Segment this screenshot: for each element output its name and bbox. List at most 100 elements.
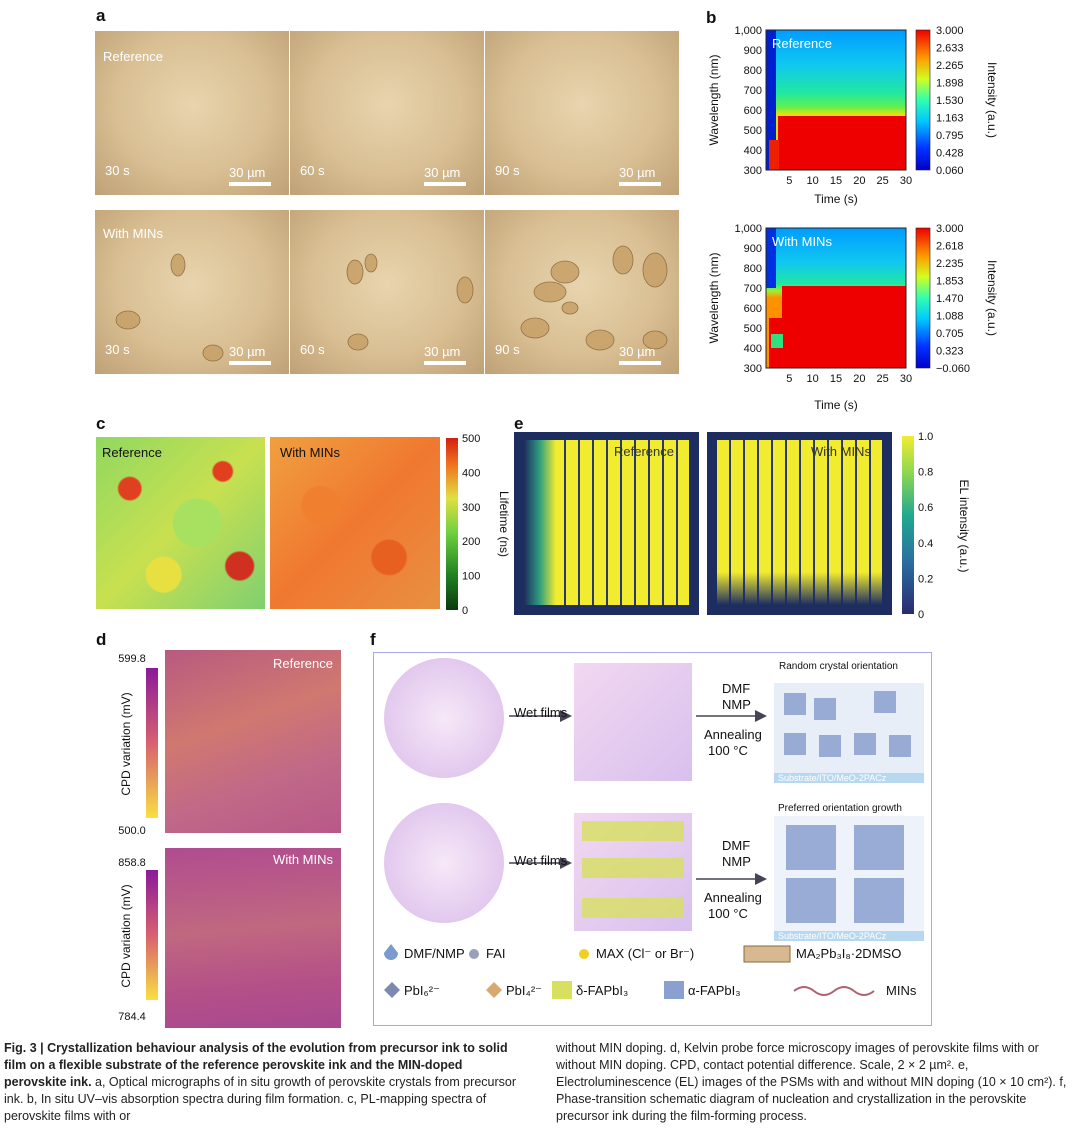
wet-film-reference	[574, 663, 692, 781]
legend-delta-fapbi3: δ-FAPbI₃	[576, 983, 629, 998]
panel-a-letter: a	[96, 6, 106, 25]
caption-title: Fig. 3 | Crystallization behaviour analy…	[4, 1041, 508, 1089]
time-label: 30 s	[105, 342, 130, 357]
scale-bar	[619, 361, 661, 365]
x-tick-label: 10	[807, 175, 819, 187]
dmf-label-2: DMF	[722, 838, 751, 853]
panel-e-letter: e	[514, 414, 524, 433]
random-orientation-label: Random crystal orientation	[779, 661, 898, 672]
time-label: 90 s	[495, 342, 520, 357]
x-tick-label: 25	[877, 373, 889, 385]
annealing-label-2: Annealing	[704, 890, 762, 905]
colorbar-tick-label: −0.060	[936, 363, 970, 375]
x-tick-label: 20	[853, 175, 865, 187]
schematic-panel: Wet films DMF NMP Annealing 100 °C Rando…	[373, 652, 932, 1026]
y-tick-label: 800	[744, 263, 762, 275]
temp-label-1: 100 °C	[708, 743, 748, 758]
caption-left-text: a, Optical micrographs of in situ growth…	[4, 1075, 517, 1123]
colorbar-tick-label: 0	[462, 605, 468, 617]
colorbar-tick-label: 2.633	[936, 43, 964, 55]
reference-label: Reference	[273, 656, 333, 671]
x-tick-label: 15	[830, 175, 842, 187]
cpd-mins-title: CPD variation (mV)	[119, 884, 133, 987]
reference-label: Reference	[102, 445, 162, 460]
time-label: 60 s	[300, 342, 325, 357]
cpd-ref-max: 599.8	[118, 653, 146, 665]
colorbar-tick-label: 0.8	[918, 467, 933, 479]
nmp-label-1: NMP	[722, 697, 751, 712]
panel-b-letter: b	[706, 8, 717, 27]
colorbar-tick-label: 1.853	[936, 276, 964, 288]
y-tick-label: 600	[744, 105, 762, 117]
colorbar-tick-label: 3.000	[936, 223, 964, 235]
y-tick-label: 400	[744, 343, 762, 355]
caption-left: Fig. 3 | Crystallization behaviour analy…	[4, 1040, 524, 1125]
wet-films-label-1: Wet films	[514, 705, 568, 720]
legend-max: MAX (Cl⁻ or Br⁻)	[596, 946, 695, 961]
colorbar-tick-label: 1.088	[936, 311, 964, 323]
pbi4-icon	[486, 982, 502, 998]
fai-icon	[469, 949, 479, 959]
y-tick-label: 1,000	[734, 25, 762, 37]
mins-label: With MINs	[772, 234, 832, 249]
micrograph-mins-30s: With MINs 30 s 30 µm	[95, 210, 289, 374]
precursor-circle-reference	[384, 658, 504, 778]
time-label: 60 s	[300, 163, 325, 178]
colorbar-tick-label: 100	[462, 571, 480, 583]
solvent-icon	[384, 944, 398, 960]
alpha-fapbi3-icon	[664, 981, 684, 999]
colorbar-tick-label: 1.470	[936, 293, 964, 305]
wet-films-label-2: Wet films	[514, 853, 568, 868]
scale-label: 30 µm	[424, 344, 461, 359]
x-tick-label: 5	[786, 373, 792, 385]
y-tick-label: 500	[744, 125, 762, 137]
legend-alpha-fapbi3: α-FAPbI₃	[688, 983, 741, 998]
caption-right: without MIN doping. d, Kelvin probe forc…	[556, 1041, 1067, 1123]
cpd-ref-title: CPD variation (mV)	[119, 692, 133, 795]
x-tick-label: 30	[900, 373, 912, 385]
colorbar-tick-label: 400	[462, 467, 480, 479]
uvvis-reference-chart: 1,000 900 800 700 600 500 400 300 5 10 15 20 25 30 3.0…	[707, 25, 999, 206]
y-tick-label: 800	[744, 65, 762, 77]
legend-ma2pb3i8: MA₂Pb₃I₈·2DMSO	[796, 946, 902, 961]
micrograph-reference-60s: 60 s 30 µm	[290, 31, 484, 195]
scale-bar	[424, 182, 466, 186]
legend-fai: FAI	[486, 946, 506, 961]
time-label: 90 s	[495, 163, 520, 178]
scale-bar	[229, 182, 271, 186]
substrate-label-1: Substrate/ITO/MeO-2PACz	[778, 773, 887, 783]
kpfm-mins: With MINs	[165, 848, 341, 1028]
cpd-mins-max: 858.8	[118, 857, 146, 869]
y-tick-label: 900	[744, 243, 762, 255]
reference-label: Reference	[103, 49, 163, 64]
y-tick-label: 900	[744, 45, 762, 57]
y-tick-label: 300	[744, 165, 762, 177]
uvvis-mins-chart: 1,000 900 800 700 600 500 400 300 5 10 15 20 25 30 3.0…	[707, 223, 999, 412]
colorbar-title: Lifetime (ns)	[497, 491, 510, 557]
y-tick-label: 700	[744, 85, 762, 97]
pbi6-icon	[384, 982, 400, 998]
kpfm-reference: Reference	[165, 650, 341, 833]
scale-bar	[229, 361, 271, 365]
colorbar-tick-label: 0.6	[918, 502, 933, 514]
y-tick-label: 1,000	[734, 223, 762, 235]
panel-c-letter: c	[96, 414, 106, 433]
colorbar-tick-label: 0.2	[918, 573, 933, 585]
scale-label: 30 µm	[229, 344, 266, 359]
colorbar-tick-label: 3.000	[936, 25, 964, 37]
mins-label: With MINs	[811, 444, 871, 459]
x-tick-label: 25	[877, 175, 889, 187]
scale-label: 30 µm	[229, 165, 266, 180]
colorbar-tick-label: 1.0	[918, 431, 933, 443]
y-tick-label: 700	[744, 283, 762, 295]
lifetime-colorbar: 500 400 300 200 100 0 Lifetime (ns)	[446, 433, 510, 617]
cpd-mins-min: 784.4	[118, 1011, 146, 1023]
delta-fapbi3-icon	[552, 981, 572, 999]
colorbar-tick-label: 0.060	[936, 165, 964, 177]
legend-pbi6: PbI₆²⁻	[404, 983, 440, 998]
legend-dmf-nmp: DMF/NMP	[404, 946, 465, 961]
x-tick-label: 5	[786, 175, 792, 187]
time-label: 30 s	[105, 163, 130, 178]
colorbar-tick-label: 0.4	[918, 538, 933, 550]
micrograph-crystals	[115, 245, 668, 362]
